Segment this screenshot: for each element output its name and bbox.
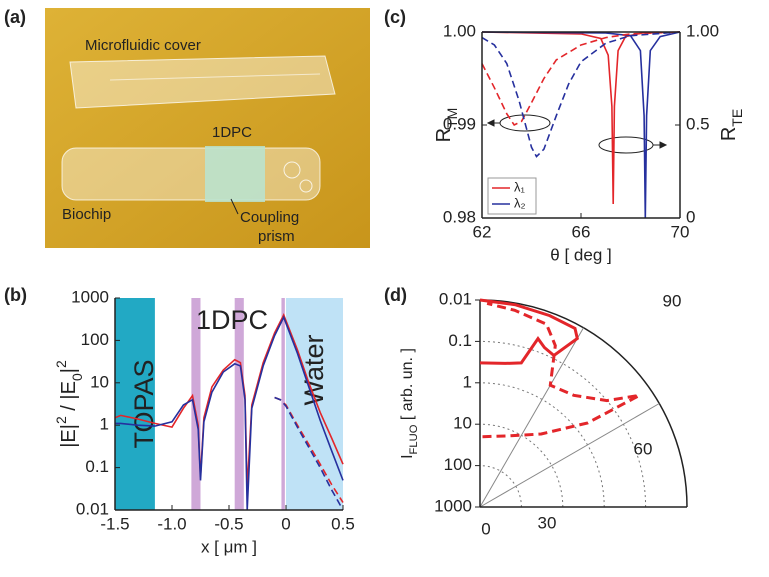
theta-tick-label: 0 [481, 519, 490, 538]
y-axis-label: IFLUO [ arb. un. ] [399, 348, 420, 459]
y-axis-label-part: I [399, 454, 416, 458]
photo-text: Microfluidic cover [85, 37, 201, 54]
port [299, 179, 313, 193]
series-line [481, 31, 681, 219]
y-tick-label: 0.01 [76, 499, 109, 518]
y-axis-label-part: 2 [53, 416, 69, 424]
arrowhead [486, 119, 495, 127]
y-axis-label-part: FLUO [408, 424, 420, 454]
y-tick-label: 100 [81, 330, 109, 349]
x-tick-label: -0.5 [214, 514, 243, 533]
r-tick-label: 100 [444, 455, 472, 474]
channel [109, 73, 321, 81]
y-tick-label: 0.1 [85, 457, 109, 476]
annotation-marks [486, 114, 668, 154]
film [205, 146, 265, 202]
series-line [482, 301, 641, 439]
photo-text: 1DPC [212, 124, 252, 141]
y-axis-label: RTM [433, 108, 459, 143]
theta-tick-label: 30 [538, 513, 557, 532]
theta-tick-label: 60 [634, 439, 653, 458]
panel-label: (a) [4, 7, 26, 27]
x-tick-label: 0.5 [331, 514, 355, 533]
chip [61, 147, 321, 201]
legend-label: λ₂ [514, 195, 526, 210]
y2-axis-label-part: TE [729, 109, 745, 127]
photo-text: Coupling [240, 209, 299, 226]
x-axis-label: θ [ deg ] [550, 245, 611, 264]
series-line [115, 315, 344, 511]
r-tick-label: 1 [463, 372, 472, 391]
y2-axis-label: RTE [718, 109, 744, 141]
y-axis-label-part: R [433, 128, 455, 142]
y-axis-label-part: TM [444, 108, 460, 128]
grid-spoke [479, 327, 584, 508]
legend-box [487, 177, 537, 215]
panel-label: (d) [384, 285, 407, 305]
series-line [481, 31, 681, 158]
r-tick-label: 10 [453, 414, 472, 433]
grid-spoke [479, 403, 660, 508]
y-tick-label: 0.98 [443, 207, 476, 226]
y-axis-label-part: | [58, 368, 80, 373]
y-tick-label: 1.00 [443, 21, 476, 40]
grid-arc [479, 340, 647, 508]
y-axis-label-part: [ arb. un. ] [399, 348, 416, 424]
pointer [230, 198, 239, 215]
series-line [274, 396, 344, 503]
series-line [114, 312, 344, 490]
y-axis-label-part: |E| [58, 424, 80, 448]
y-tick-label: 1 [100, 415, 109, 434]
photo-background [45, 8, 370, 248]
panel-label: (b) [4, 285, 27, 305]
annotation: 1DPC [196, 305, 268, 335]
y2-tick-label: 1.00 [686, 21, 719, 40]
x-tick-label: 70 [671, 222, 690, 241]
theta-tick-label: 90 [663, 291, 682, 310]
r-tick-label: 0.1 [448, 331, 472, 350]
annotation: TOPAS [129, 359, 159, 448]
layer-region [191, 298, 201, 510]
y-axis-label-part: 2 [53, 360, 69, 368]
series-line [479, 298, 579, 365]
cover [69, 55, 336, 109]
layer-region [234, 298, 244, 510]
x-tick-label: 66 [572, 222, 591, 241]
photo-text: prism [258, 228, 295, 245]
series-line [274, 396, 344, 511]
r-tick-label: 1000 [434, 496, 472, 515]
r-tick-label: 0.01 [439, 289, 472, 308]
y-tick-label: 1000 [71, 287, 109, 306]
grid-arc [479, 382, 605, 508]
y-axis-label: |E|2 / |E0|2 [53, 360, 85, 448]
y2-tick-label: 0 [686, 207, 695, 226]
ellipse [499, 114, 551, 132]
photo-panel: (a) Microfluidic cover 1DPC Biochip Coup… [4, 7, 370, 248]
panel-label: (c) [384, 7, 406, 27]
y2-tick-label: 0.5 [686, 114, 710, 133]
photo-text: Biochip [62, 206, 111, 223]
grid-arc [479, 423, 564, 508]
y-tick-label: 0.99 [443, 114, 476, 133]
y2-axis-label-part: R [718, 127, 740, 141]
x-tick-label: 0 [281, 514, 290, 533]
y-axis-label-part: / |E [58, 381, 80, 416]
x-tick-label: -1.0 [157, 514, 186, 533]
x-axis-label: x [ μm ] [201, 537, 257, 556]
grid-arc [479, 299, 688, 508]
legend-label: λ₁ [514, 179, 526, 194]
arrowhead [659, 141, 668, 149]
y-tick-label: 10 [90, 372, 109, 391]
series-line [481, 31, 681, 127]
x-tick-label: 62 [473, 222, 492, 241]
layer-region [115, 298, 155, 510]
port [283, 161, 301, 179]
x-tick-label: -1.5 [100, 514, 129, 533]
y-axis-label-part: 0 [69, 373, 85, 381]
